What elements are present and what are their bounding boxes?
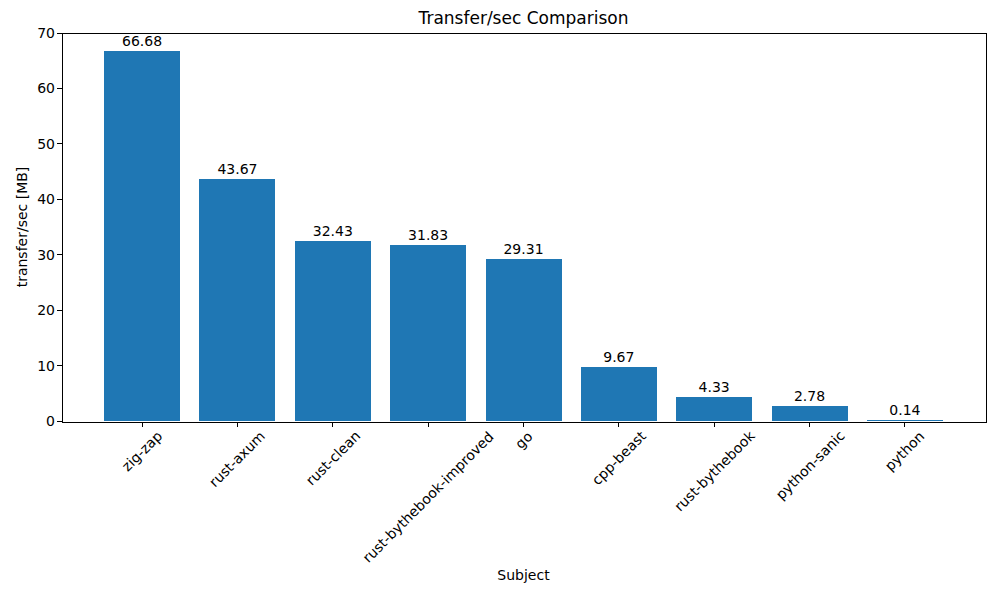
bar-value-label: 43.67	[187, 161, 287, 177]
bar-value-label: 31.83	[378, 227, 478, 243]
bar-value-label: 29.31	[474, 241, 574, 257]
x-tick-label: go	[512, 428, 536, 452]
bar-zig-zap	[104, 51, 180, 421]
y-tick-mark	[57, 143, 62, 144]
bar-python	[867, 420, 943, 421]
x-tick-mark	[904, 422, 905, 427]
y-tick-label: 0	[0, 413, 55, 429]
bar-rust-axum	[199, 179, 275, 421]
bar-rust-bythebook-improved	[390, 245, 466, 421]
x-tick-mark	[618, 422, 619, 427]
y-tick-label: 60	[0, 80, 55, 96]
y-tick-label: 70	[0, 25, 55, 41]
x-tick-mark	[142, 422, 143, 427]
bar-value-label: 9.67	[569, 349, 669, 365]
bar-rust-clean	[295, 241, 371, 421]
x-tick-label: rust-clean	[302, 428, 363, 489]
bar-python-sanic	[772, 406, 848, 421]
x-tick-mark	[428, 422, 429, 427]
bar-value-label: 32.43	[283, 223, 383, 239]
bar-chart-figure: Transfer/sec Comparison transfer/sec [MB…	[0, 0, 1000, 600]
chart-title: Transfer/sec Comparison	[273, 7, 774, 29]
y-tick-label: 20	[0, 302, 55, 318]
x-tick-label: rust-bythebook-improved	[360, 428, 497, 565]
bar-value-label: 4.33	[664, 379, 764, 395]
y-tick-mark	[57, 365, 62, 366]
y-tick-label: 50	[0, 136, 55, 152]
bar-value-label: 2.78	[760, 388, 860, 404]
x-tick-mark	[809, 422, 810, 427]
bar-rust-bythebook	[676, 397, 752, 421]
y-tick-mark	[57, 310, 62, 311]
y-tick-mark	[57, 199, 62, 200]
bar-value-label: 0.14	[855, 402, 955, 418]
bar-go	[486, 259, 562, 421]
x-tick-label: python	[882, 428, 928, 474]
x-tick-label: zig-zap	[119, 428, 166, 475]
x-tick-label: rust-bythebook	[671, 428, 758, 515]
x-tick-label: python-sanic	[772, 428, 847, 503]
x-tick-label: cpp-beast	[589, 428, 649, 488]
x-tick-label: rust-axum	[206, 428, 268, 490]
y-axis-label: transfer/sec [MB]	[13, 77, 31, 377]
x-tick-mark	[523, 422, 524, 427]
x-tick-mark	[332, 422, 333, 427]
bar-value-label: 66.68	[92, 33, 192, 49]
y-tick-label: 10	[0, 358, 55, 374]
y-tick-mark	[57, 421, 62, 422]
y-tick-label: 40	[0, 191, 55, 207]
y-tick-label: 30	[0, 247, 55, 263]
x-tick-mark	[714, 422, 715, 427]
x-axis-label: Subject	[423, 566, 624, 584]
y-tick-mark	[57, 254, 62, 255]
bar-cpp-beast	[581, 367, 657, 421]
y-tick-mark	[57, 88, 62, 89]
x-tick-mark	[237, 422, 238, 427]
y-tick-mark	[57, 33, 62, 34]
